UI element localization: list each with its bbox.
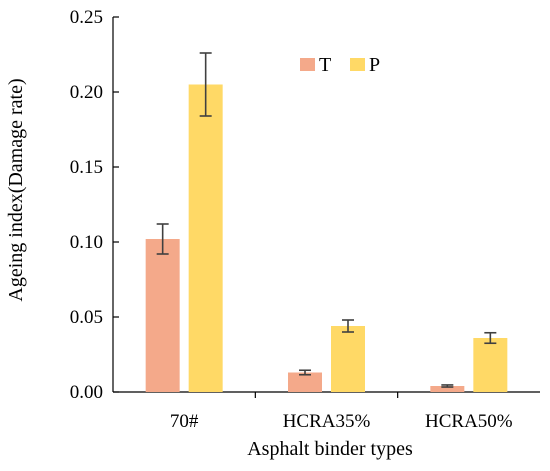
bar-p [188, 84, 223, 392]
y-tick-label: 0.20 [70, 82, 103, 103]
bar-p [473, 338, 508, 392]
y-axis-title: Ageing index(Damage rate) [5, 78, 27, 301]
bar-p [331, 326, 365, 392]
y-tick-label: 0.10 [70, 232, 103, 253]
y-tick-label: 0.25 [70, 7, 103, 28]
bar-t [430, 386, 465, 392]
y-tick-label: 0.00 [70, 382, 103, 403]
x-tick-label: HCRA35% [283, 411, 371, 432]
y-tick-label: 0.15 [70, 157, 103, 178]
x-tick-label: HCRA50% [425, 411, 513, 432]
legend-label-p: P [369, 54, 380, 76]
legend-swatch-p [350, 58, 365, 71]
x-tick-label: 70# [170, 411, 199, 432]
plot-area: 0.00 0.05 0.10 0.15 0.20 0.25 70# HCRA35% HCRA50… [70, 7, 540, 432]
bar-t [288, 372, 322, 392]
legend-swatch-t [300, 58, 315, 71]
x-axis-title: Asphalt binder types [247, 438, 413, 460]
legend-label-t: T [319, 54, 331, 76]
bar-t [145, 239, 180, 392]
y-tick-label: 0.05 [70, 307, 103, 328]
